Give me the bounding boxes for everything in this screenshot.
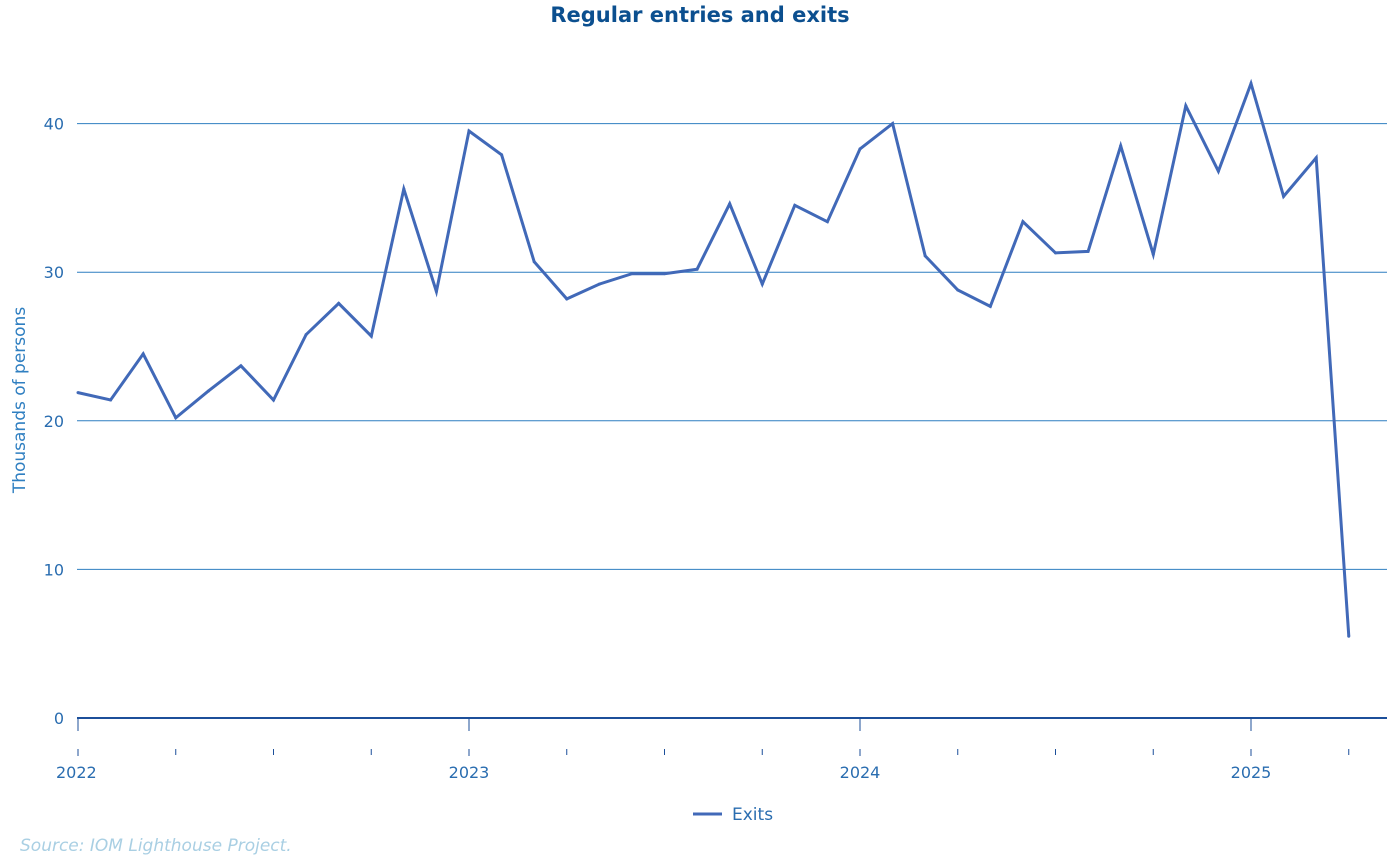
data-point bbox=[500, 153, 504, 157]
data-point bbox=[825, 220, 829, 224]
data-point bbox=[1249, 81, 1253, 85]
x-tick-label: 2025 bbox=[1231, 763, 1272, 782]
data-point bbox=[369, 334, 373, 338]
data-point bbox=[1021, 220, 1025, 224]
y-tick-label: 0 bbox=[54, 709, 64, 728]
data-point bbox=[206, 389, 210, 393]
y-axis-ticks: 0 10 20 30 40 bbox=[44, 115, 64, 728]
gridlines bbox=[77, 123, 1387, 570]
data-point bbox=[337, 301, 341, 305]
legend-label[interactable]: Exits bbox=[732, 805, 773, 825]
data-point bbox=[174, 416, 178, 420]
data-point bbox=[141, 352, 145, 356]
x-tick-label: 2024 bbox=[840, 763, 881, 782]
chart-title: Regular entries and exits bbox=[550, 3, 850, 27]
data-point bbox=[728, 202, 732, 206]
x-axis: 2022 2023 2024 2025 bbox=[56, 717, 1387, 782]
source-note: Source: IOM Lighthouse Project. bbox=[20, 836, 292, 856]
data-point bbox=[1314, 156, 1318, 160]
data-point bbox=[1282, 194, 1286, 198]
data-point bbox=[923, 254, 927, 258]
data-point bbox=[1216, 169, 1220, 173]
data-point bbox=[1184, 104, 1188, 108]
data-point bbox=[597, 282, 601, 286]
series-lines bbox=[76, 78, 1351, 638]
data-point bbox=[695, 267, 699, 271]
data-point bbox=[402, 187, 406, 191]
legend[interactable]: Exits bbox=[693, 805, 773, 825]
series-line-exits bbox=[77, 78, 1351, 637]
data-point bbox=[239, 364, 243, 368]
data-point bbox=[467, 129, 471, 133]
data-point bbox=[1054, 251, 1057, 255]
data-point bbox=[1086, 249, 1090, 253]
y-tick-label: 30 bbox=[44, 263, 64, 282]
data-point bbox=[630, 272, 634, 276]
data-point bbox=[1347, 634, 1351, 638]
data-point bbox=[434, 290, 438, 294]
data-point bbox=[988, 304, 992, 308]
x-tick-label: 2022 bbox=[56, 763, 97, 782]
data-point bbox=[956, 288, 960, 292]
y-tick-label: 20 bbox=[44, 412, 64, 431]
data-point bbox=[891, 122, 895, 126]
data-point bbox=[793, 203, 797, 207]
data-point bbox=[272, 398, 275, 402]
data-point bbox=[304, 333, 308, 337]
x-tick-label: 2023 bbox=[449, 763, 490, 782]
y-tick-label: 10 bbox=[44, 560, 64, 579]
data-point bbox=[1151, 252, 1155, 256]
data-point bbox=[109, 398, 113, 402]
data-point bbox=[760, 282, 764, 286]
y-tick-label: 40 bbox=[44, 115, 64, 134]
data-point bbox=[1119, 144, 1123, 148]
data-point bbox=[565, 297, 569, 301]
data-point bbox=[663, 272, 666, 276]
data-point bbox=[532, 260, 536, 264]
data-point bbox=[858, 147, 862, 151]
data-point bbox=[76, 391, 80, 395]
